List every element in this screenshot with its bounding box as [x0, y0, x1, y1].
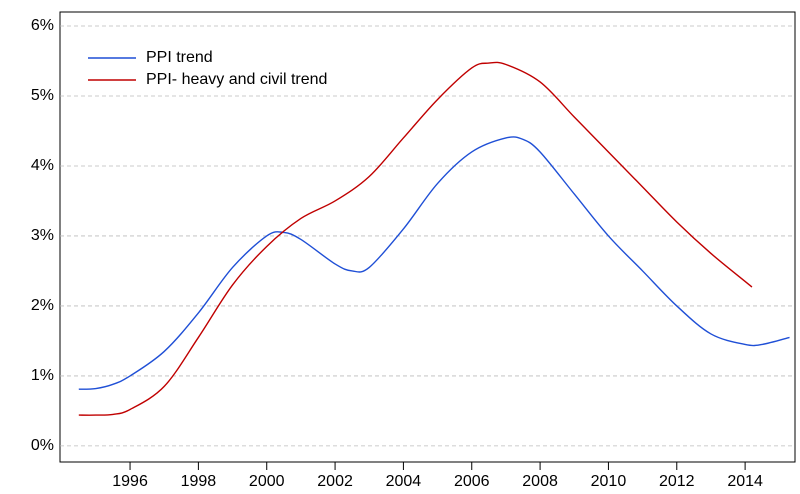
x-tick-label: 1996 — [112, 473, 148, 490]
y-tick-label: 1% — [31, 367, 54, 384]
x-tick-label: 2004 — [386, 473, 422, 490]
x-tick-label: 1998 — [181, 473, 217, 490]
line-series — [78, 61, 753, 416]
legend-label: PPI- heavy and civil trend — [146, 71, 327, 88]
x-tick-label: 2002 — [317, 473, 353, 490]
x-tick-label: 2000 — [249, 473, 285, 490]
x-tick-label: 2008 — [522, 473, 558, 490]
y-tick-label: 6% — [31, 17, 54, 34]
x-tick-label: 2010 — [591, 473, 627, 490]
x-tick-label: 2014 — [727, 473, 763, 490]
line-series — [78, 136, 790, 390]
y-tick-label: 4% — [31, 157, 54, 174]
y-tick-label: 5% — [31, 87, 54, 104]
x-tick-label: 2006 — [454, 473, 490, 490]
plot-frame — [59, 11, 796, 463]
legend-label: PPI trend — [146, 49, 213, 66]
y-tick-label: 3% — [31, 227, 54, 244]
y-tick-label: 0% — [31, 437, 54, 454]
y-tick-label: 2% — [31, 297, 54, 314]
x-tick-label: 2012 — [659, 473, 695, 490]
